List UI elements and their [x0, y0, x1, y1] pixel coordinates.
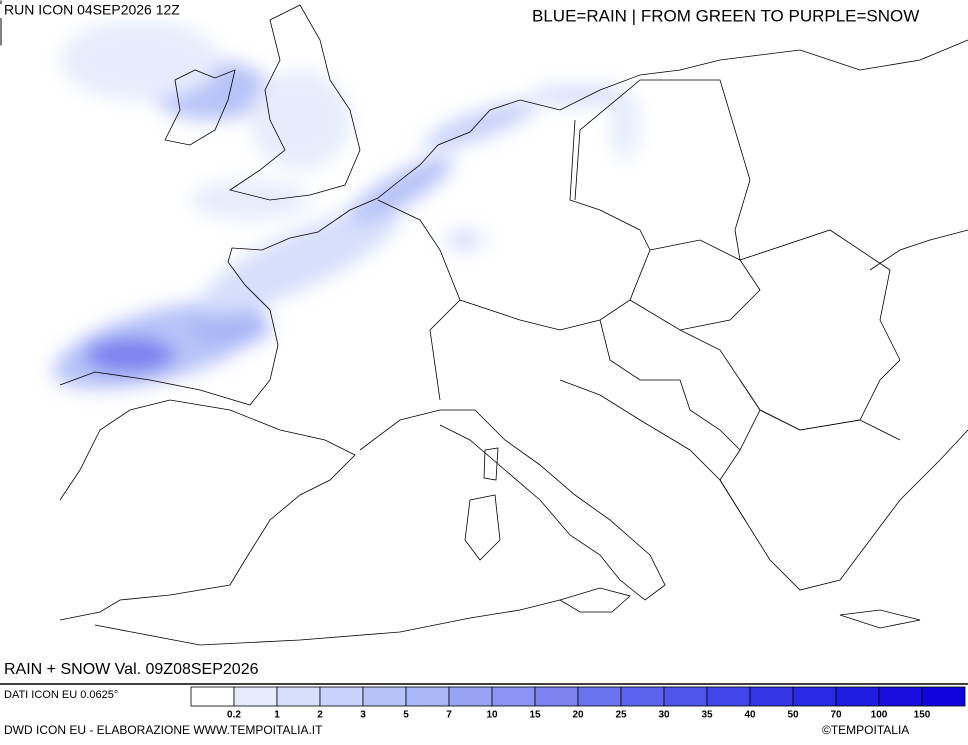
scale-swatch — [276, 686, 321, 707]
scale-swatch — [534, 686, 579, 707]
scale-swatch — [620, 686, 665, 707]
footer-credit: DWD ICON EU - ELABORAZIONE WWW.TEMPOITAL… — [4, 723, 323, 737]
scale-label: 10 — [486, 710, 498, 721]
scale-label: 0.2 — [227, 710, 241, 721]
scale-swatch — [921, 686, 966, 707]
scale-swatch — [706, 686, 751, 707]
color-scale: 0.2 1 2 3 5 7 10 15 20 25 30 35 40 50 70 100 150 — [190, 686, 966, 721]
precipitation — [53, 20, 640, 390]
scale-swatch — [491, 686, 536, 707]
scale-label: 150 — [914, 710, 931, 721]
run-box — [0, 4, 205, 18]
run-label: RUN ICON 04SEP2026 12Z — [4, 2, 180, 18]
validity-label: RAIN + SNOW Val. 09Z08SEP2026 — [4, 661, 259, 678]
scale-swatch — [319, 686, 364, 707]
scale-label: 2 — [317, 710, 323, 721]
scale-swatch — [792, 686, 837, 707]
scale-label: 3 — [360, 710, 366, 721]
legend-note: BLUE=RAIN | FROM GREEN TO PURPLE=SNOW — [532, 6, 919, 25]
scale-label: 35 — [701, 710, 713, 721]
scale-label: 15 — [529, 710, 541, 721]
data-source: DATI ICON EU 0.0625° — [4, 689, 118, 701]
coastlines — [59, 4, 968, 646]
scale-label: 40 — [744, 710, 756, 721]
note-box — [528, 4, 968, 30]
scale-label: 20 — [572, 710, 584, 721]
scale-label: 5 — [403, 710, 409, 721]
scale-swatch — [663, 686, 708, 707]
scale-swatch — [749, 686, 794, 707]
scale-label: 25 — [615, 710, 627, 721]
scale-swatch — [233, 686, 278, 707]
scale-swatch — [878, 686, 923, 707]
scale-swatch — [835, 686, 880, 707]
scale-label: 30 — [658, 710, 670, 721]
frame-tick — [0, 0, 2, 46]
scale-swatch — [405, 686, 450, 707]
scale-swatch — [362, 686, 407, 707]
scale-label: 70 — [830, 710, 842, 721]
scale-label: 7 — [446, 710, 452, 721]
scale-label: 1 — [274, 710, 280, 721]
scale-label: 50 — [787, 710, 799, 721]
copyright: ©TEMPOITALIA — [822, 723, 909, 737]
scale-swatch — [577, 686, 622, 707]
scale-label: 100 — [871, 710, 888, 721]
borders — [377, 79, 901, 521]
scale-swatch — [448, 686, 493, 707]
scale-swatch — [190, 686, 235, 707]
